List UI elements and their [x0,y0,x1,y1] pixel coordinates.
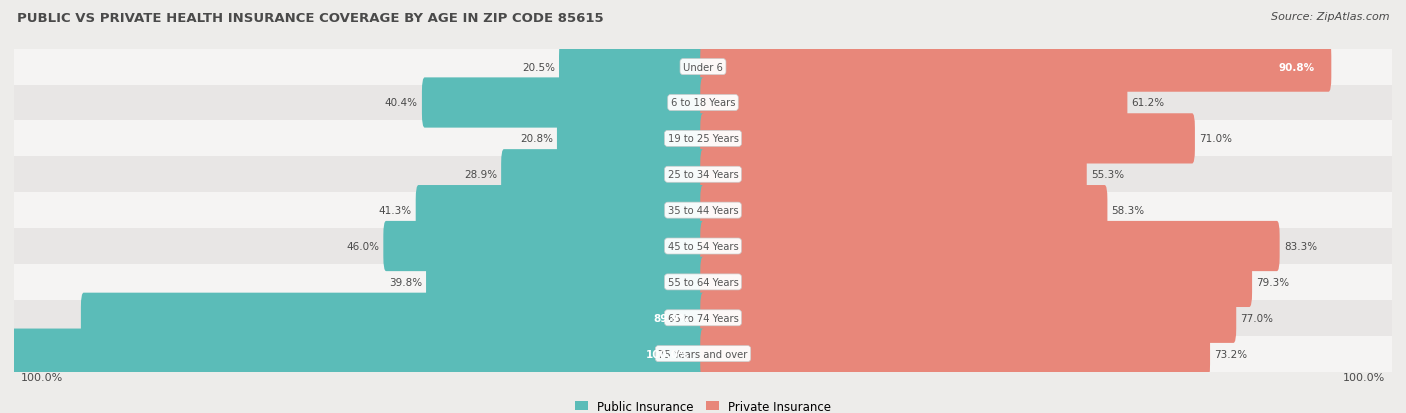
FancyBboxPatch shape [14,85,1392,121]
FancyBboxPatch shape [501,150,706,200]
FancyBboxPatch shape [14,228,1392,264]
Text: 83.3%: 83.3% [1284,242,1317,252]
Text: 73.2%: 73.2% [1215,349,1247,359]
Text: 58.3%: 58.3% [1112,206,1144,216]
FancyBboxPatch shape [11,329,706,379]
FancyBboxPatch shape [384,221,706,271]
Text: 39.8%: 39.8% [389,277,422,287]
Text: 61.2%: 61.2% [1132,98,1164,108]
FancyBboxPatch shape [700,43,1331,93]
Text: 40.4%: 40.4% [385,98,418,108]
Text: 65 to 74 Years: 65 to 74 Years [668,313,738,323]
Text: 20.5%: 20.5% [522,62,555,72]
Text: Source: ZipAtlas.com: Source: ZipAtlas.com [1271,12,1389,22]
Text: 20.8%: 20.8% [520,134,553,144]
FancyBboxPatch shape [14,264,1392,300]
Text: 79.3%: 79.3% [1256,277,1289,287]
Text: 90.8%: 90.8% [1278,62,1315,72]
Text: 100.0%: 100.0% [21,372,63,382]
Text: Under 6: Under 6 [683,62,723,72]
Text: 100.0%: 100.0% [1343,372,1385,382]
FancyBboxPatch shape [700,185,1108,236]
Text: PUBLIC VS PRIVATE HEALTH INSURANCE COVERAGE BY AGE IN ZIP CODE 85615: PUBLIC VS PRIVATE HEALTH INSURANCE COVER… [17,12,603,25]
Text: 77.0%: 77.0% [1240,313,1274,323]
FancyBboxPatch shape [14,121,1392,157]
FancyBboxPatch shape [426,257,706,307]
FancyBboxPatch shape [416,185,706,236]
FancyBboxPatch shape [14,193,1392,228]
FancyBboxPatch shape [700,78,1128,128]
Text: 89.9%: 89.9% [654,313,689,323]
Text: 19 to 25 Years: 19 to 25 Years [668,134,738,144]
Text: 75 Years and over: 75 Years and over [658,349,748,359]
FancyBboxPatch shape [700,114,1195,164]
FancyBboxPatch shape [14,336,1392,372]
FancyBboxPatch shape [700,221,1279,271]
Text: 6 to 18 Years: 6 to 18 Years [671,98,735,108]
FancyBboxPatch shape [422,78,706,128]
Text: 41.3%: 41.3% [378,206,412,216]
FancyBboxPatch shape [82,293,706,343]
FancyBboxPatch shape [700,329,1211,379]
FancyBboxPatch shape [14,157,1392,193]
Text: 55 to 64 Years: 55 to 64 Years [668,277,738,287]
Text: 55.3%: 55.3% [1091,170,1123,180]
Text: 46.0%: 46.0% [346,242,380,252]
Text: 100.0%: 100.0% [645,349,689,359]
FancyBboxPatch shape [700,150,1087,200]
Text: 28.9%: 28.9% [464,170,496,180]
Text: 45 to 54 Years: 45 to 54 Years [668,242,738,252]
Text: 25 to 34 Years: 25 to 34 Years [668,170,738,180]
FancyBboxPatch shape [14,50,1392,85]
FancyBboxPatch shape [700,293,1236,343]
FancyBboxPatch shape [560,43,706,93]
Legend: Public Insurance, Private Insurance: Public Insurance, Private Insurance [571,395,835,413]
Text: 71.0%: 71.0% [1199,134,1232,144]
FancyBboxPatch shape [557,114,706,164]
FancyBboxPatch shape [14,300,1392,336]
FancyBboxPatch shape [700,257,1253,307]
Text: 35 to 44 Years: 35 to 44 Years [668,206,738,216]
